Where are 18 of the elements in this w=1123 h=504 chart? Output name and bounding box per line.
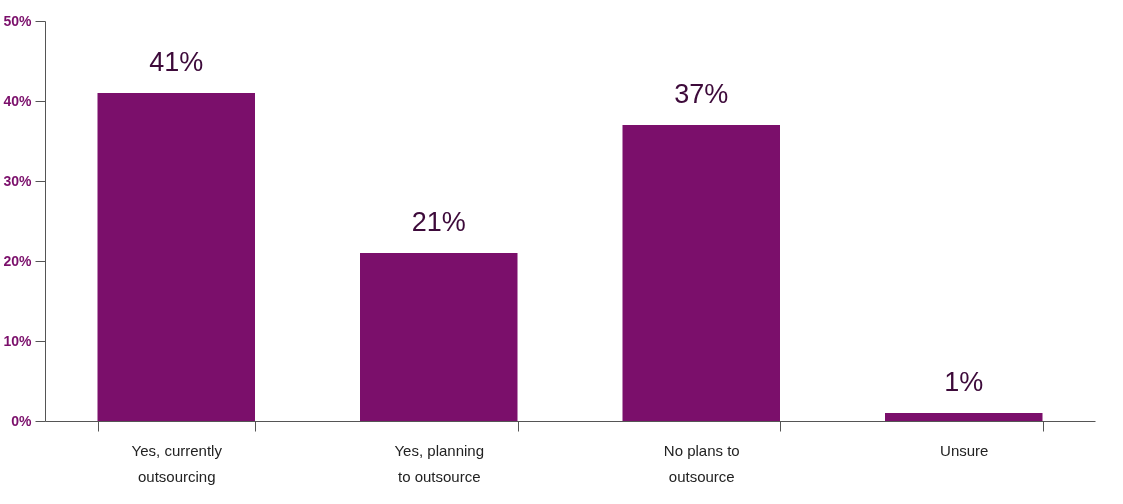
y-tick-label: 10% xyxy=(3,332,33,349)
x-tick-label: Yes, planning to outsource xyxy=(394,441,485,485)
data-label: 21% xyxy=(411,207,466,237)
bar xyxy=(360,253,518,421)
x-tick-label: No plans to outsource xyxy=(663,441,740,485)
y-tick-label: 40% xyxy=(3,92,33,109)
y-tick-label: 20% xyxy=(3,252,33,269)
x-tick-label: Yes, currently outsourcing xyxy=(131,441,223,485)
data-label: 41% xyxy=(149,47,204,77)
data-label: 1% xyxy=(944,367,984,397)
y-tick-label: 30% xyxy=(3,172,33,189)
bar xyxy=(885,413,1043,421)
bar xyxy=(97,93,255,421)
y-tick-label: 50% xyxy=(3,12,33,29)
x-tick-label: Unsure xyxy=(940,441,989,459)
data-label: 37% xyxy=(674,79,729,109)
y-tick-label: 0% xyxy=(11,412,33,429)
bar xyxy=(622,125,780,421)
